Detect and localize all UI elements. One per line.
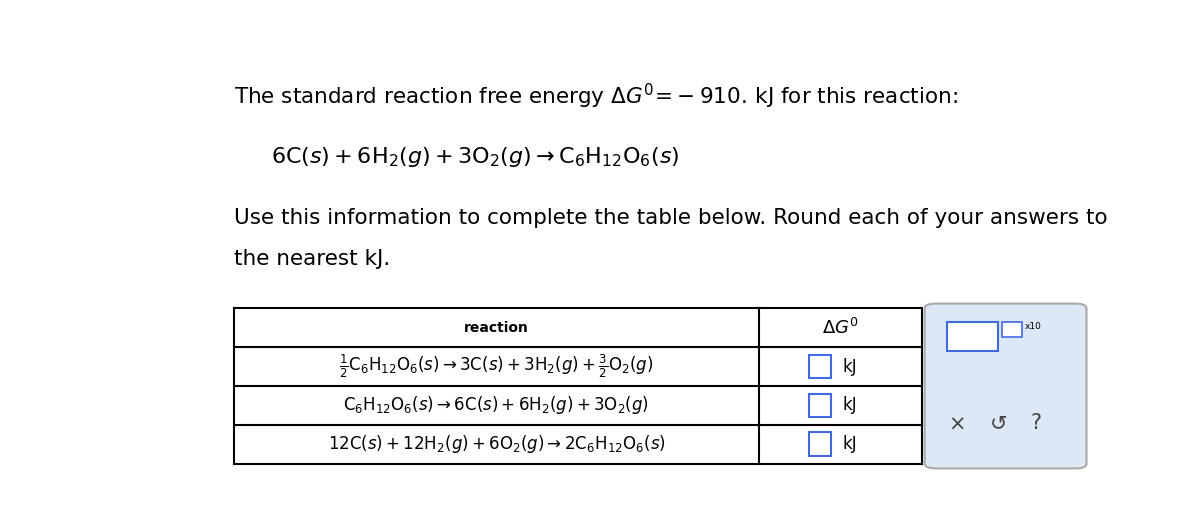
Text: the nearest kJ.: the nearest kJ. — [234, 249, 390, 269]
Text: The standard reaction free energy $\Delta G^0\!=\!-910.\,\mathrm{kJ}$ for this r: The standard reaction free energy $\Delt… — [234, 82, 958, 111]
Text: $\frac{1}{2}\mathrm{C_6H_{12}O_6}(s)\rightarrow 3\mathrm{C}(s)+3\mathrm{H_2}(g)+: $\frac{1}{2}\mathrm{C_6H_{12}O_6}(s)\rig… — [340, 353, 654, 381]
FancyBboxPatch shape — [947, 322, 998, 351]
Text: Use this information to complete the table below. Round each of your answers to: Use this information to complete the tab… — [234, 208, 1108, 228]
Text: $\Delta G^0$: $\Delta G^0$ — [822, 318, 859, 338]
Text: $\times$: $\times$ — [948, 413, 965, 433]
Text: $\mathrm{C_6H_{12}O_6}(s)\rightarrow 6\mathrm{C}(s)+6\mathrm{H_2}(g)+3\mathrm{O_: $\mathrm{C_6H_{12}O_6}(s)\rightarrow 6\m… — [343, 394, 649, 417]
Text: kJ: kJ — [842, 358, 857, 376]
FancyBboxPatch shape — [809, 394, 832, 417]
FancyBboxPatch shape — [925, 304, 1086, 469]
Text: $6\mathrm{C}(s) + 6\mathrm{H_2}(g) + 3\mathrm{O_2}(g) \rightarrow \mathrm{C_6H_{: $6\mathrm{C}(s) + 6\mathrm{H_2}(g) + 3\m… — [271, 145, 679, 169]
FancyBboxPatch shape — [809, 432, 832, 456]
Text: kJ: kJ — [842, 396, 857, 414]
Text: x10: x10 — [1025, 322, 1042, 331]
FancyBboxPatch shape — [1002, 322, 1022, 338]
Text: $\circlearrowleft$: $\circlearrowleft$ — [985, 413, 1007, 433]
Text: reaction: reaction — [464, 321, 529, 335]
Text: $12\mathrm{C}(s)+12\mathrm{H_2}(g)+6\mathrm{O_2}(g)\rightarrow 2\mathrm{C_6H_{12: $12\mathrm{C}(s)+12\mathrm{H_2}(g)+6\mat… — [328, 433, 665, 455]
FancyBboxPatch shape — [809, 355, 832, 378]
Text: ?: ? — [1031, 413, 1042, 433]
Text: kJ: kJ — [842, 435, 857, 453]
